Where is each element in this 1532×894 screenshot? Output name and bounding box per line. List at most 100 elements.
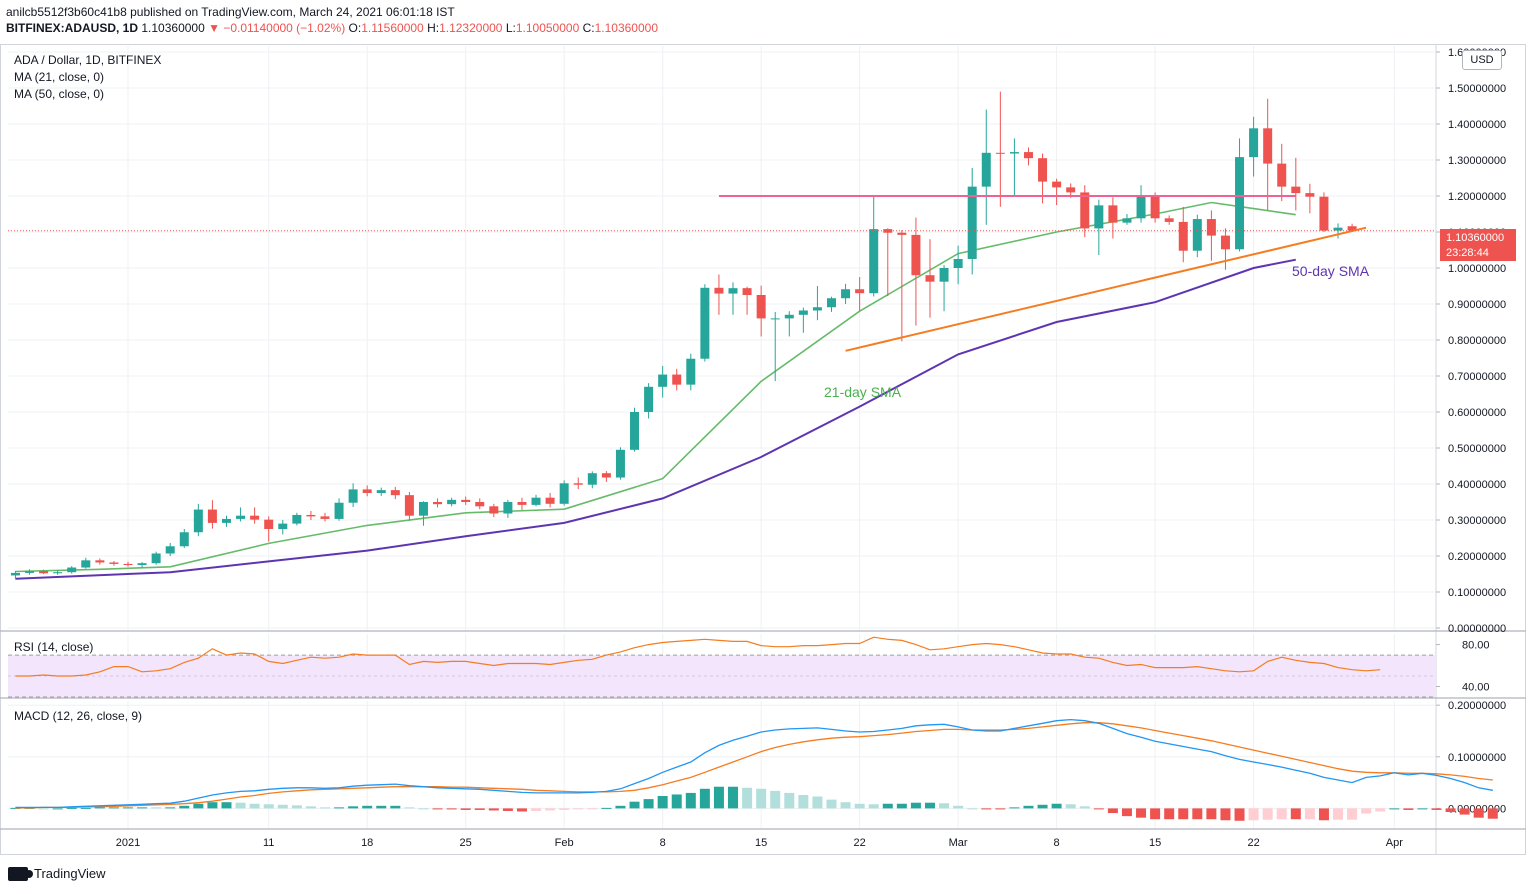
x-tick-label: Apr (1386, 837, 1403, 849)
macd-histogram-bar (545, 808, 556, 811)
legend-rsi[interactable]: RSI (14, close) (14, 640, 94, 654)
macd-histogram-bar (826, 799, 837, 809)
candle-body (897, 232, 907, 235)
macd-histogram-bar (699, 788, 710, 809)
low-value: 1.10050000 (515, 21, 580, 35)
x-tick-label: Mar (949, 837, 968, 849)
candle-body (601, 473, 611, 478)
candle-body (221, 518, 231, 523)
x-tick-label: 18 (361, 837, 373, 849)
macd-histogram-bar (460, 808, 471, 810)
macd-histogram-bar (812, 796, 823, 809)
macd-histogram-bar (840, 802, 851, 809)
macd-histogram-bar (713, 786, 724, 809)
candle-body (207, 509, 217, 523)
y-tick-label: 0.50000000 (1448, 443, 1506, 455)
macd-histogram-bar (601, 807, 612, 809)
macd-histogram-bar (348, 806, 359, 809)
rsi-y-tick-label: 40.00 (1462, 682, 1490, 694)
bar-countdown: 23:28:44 (1446, 247, 1489, 259)
candle-body (123, 563, 133, 565)
macd-histogram-bar (179, 805, 190, 809)
macd-histogram-bar (1164, 808, 1175, 820)
macd-histogram-bar (685, 792, 696, 809)
candle-body (1066, 187, 1076, 193)
candle-body (573, 483, 583, 485)
candle-body (1305, 193, 1315, 197)
candle-body (1080, 192, 1090, 229)
candle-body (517, 502, 527, 505)
candle-body (953, 259, 963, 268)
candle-body (967, 186, 977, 259)
macd-histogram-bar (967, 808, 978, 810)
candle-body (433, 502, 443, 505)
legend-title[interactable]: ADA / Dollar, 1D, BITFINEX (14, 53, 162, 67)
macd-histogram-bar (1389, 808, 1400, 810)
macd-histogram-bar (1065, 804, 1076, 809)
macd-histogram-bar (939, 803, 950, 809)
macd-y-tick-label: 0.10000000 (1448, 752, 1506, 764)
macd-histogram-bar (1206, 808, 1217, 820)
candle-body (1220, 235, 1230, 250)
macd-histogram-bar (474, 808, 485, 810)
macd-histogram-bar (376, 805, 387, 809)
ma50-line (15, 258, 1296, 580)
candle-body (545, 497, 555, 504)
candle-body (658, 374, 668, 387)
candle-body (1122, 218, 1132, 223)
candle-body (1164, 218, 1174, 222)
macd-histogram-bar (1178, 808, 1189, 820)
legend-macd[interactable]: MACD (12, 26, close, 9) (14, 709, 143, 723)
high-label: H: (427, 21, 440, 35)
macd-histogram-bar (305, 806, 316, 809)
candle-body (630, 412, 640, 450)
support-trendline (845, 226, 1367, 352)
candle-body (925, 275, 935, 282)
legend-ma21[interactable]: MA (21, close, 0) (14, 70, 105, 84)
macd-histogram-bar (390, 805, 401, 809)
candle-body (1052, 181, 1062, 188)
legend-ma50[interactable]: MA (50, close, 0) (14, 87, 105, 101)
macd-histogram-bar (953, 805, 964, 809)
candle-body (165, 546, 175, 554)
candle-body (1319, 196, 1329, 231)
candle-body (1347, 226, 1357, 231)
y-tick-label: 0.80000000 (1448, 335, 1506, 347)
macd-histogram-bar (1248, 808, 1259, 821)
macd-histogram-bar (629, 801, 640, 809)
macd-histogram-bar (615, 805, 626, 809)
candle-body (193, 509, 203, 533)
macd-line (15, 718, 1493, 809)
candle-body (700, 287, 710, 359)
macd-histogram-bar (94, 807, 105, 809)
macd-histogram-bar (1220, 808, 1231, 821)
last-price: 1.10360000 (141, 21, 205, 35)
x-tick-label: 8 (1054, 837, 1060, 849)
macd-histogram-bar (756, 788, 767, 809)
candle-body (236, 515, 246, 519)
macd-histogram-bar (38, 808, 49, 810)
candle-body (770, 318, 780, 320)
chart-frame (0, 44, 1526, 855)
macd-histogram-bar (1459, 808, 1470, 815)
currency-button[interactable]: USD (1462, 50, 1502, 70)
macd-histogram-bar (207, 802, 218, 809)
y-tick-label: 1.00000000 (1448, 263, 1506, 275)
publisher-line: anilcb5512f3b60c41b8 published on Tradin… (6, 5, 455, 19)
candle-body (1235, 157, 1245, 250)
candle-body (320, 516, 330, 519)
candle-body (404, 495, 414, 516)
macd-histogram-bar (882, 803, 893, 809)
close-label: C: (582, 21, 595, 35)
y-tick-label: 1.40000000 (1448, 119, 1506, 131)
macd-histogram-bar (995, 808, 1006, 810)
macd-histogram-bar (798, 794, 809, 809)
macd-histogram-bar (559, 808, 570, 810)
candle-body (1136, 196, 1146, 219)
macd-histogram-bar (981, 808, 992, 810)
x-tick-label: 2021 (116, 837, 140, 849)
candle-body (179, 532, 189, 547)
tradingview-logo[interactable]: TradingView (8, 866, 106, 881)
candle-body (1291, 186, 1301, 194)
candle-body (418, 502, 428, 516)
